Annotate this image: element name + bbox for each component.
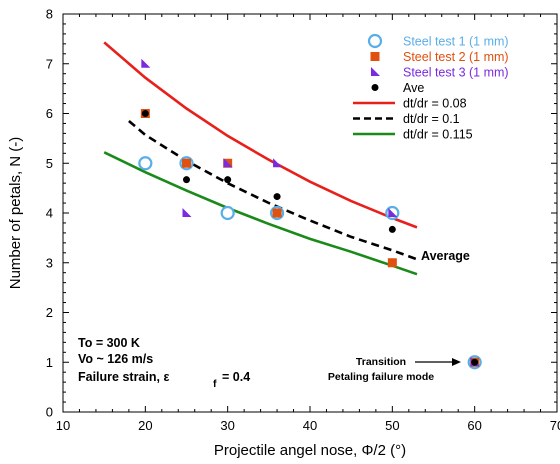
point-series-1-0 bbox=[138, 156, 153, 171]
x-tick-label-50: 50 bbox=[385, 418, 399, 433]
condition-failure-strain-subscript: f bbox=[213, 378, 217, 390]
average-label: Average bbox=[421, 249, 470, 263]
point-series-4-1 bbox=[183, 176, 190, 184]
x-tick-label-30: 30 bbox=[220, 418, 234, 433]
legend-label-7: dt/dr = 0.115 bbox=[403, 128, 473, 142]
y-tick-label-8: 8 bbox=[46, 7, 53, 22]
point-series-4-0 bbox=[141, 110, 149, 117]
data-points bbox=[138, 58, 482, 370]
y-tick-label-6: 6 bbox=[46, 106, 53, 121]
point-series-4-3 bbox=[273, 193, 281, 201]
conditions-annotation: To = 300 K Vo ~ 126 m/s Failure strain, … bbox=[78, 336, 250, 390]
legend-marker-1 bbox=[367, 33, 383, 49]
transition-mode-label: Petaling failure mode bbox=[328, 371, 434, 383]
point-series-2-1 bbox=[182, 158, 191, 168]
point-series-4-2 bbox=[224, 176, 232, 184]
x-tick-label-70: 70 bbox=[550, 418, 560, 433]
condition-temperature: To = 300 K bbox=[78, 336, 140, 350]
y-tick-label-4: 4 bbox=[46, 206, 53, 221]
point-series-3-4 bbox=[388, 208, 398, 217]
y-tick-label-2: 2 bbox=[46, 305, 53, 320]
legend-marker-2 bbox=[370, 52, 380, 61]
legend: Steel test 1 (1 mm)Steel test 2 (1 mm) St… bbox=[353, 33, 509, 142]
condition-failure-strain-value: = 0.4 bbox=[222, 370, 250, 384]
transition-arrow-head bbox=[452, 358, 461, 366]
x-tick-label-60: 60 bbox=[467, 418, 481, 433]
x-axis-title: Projectile angel nose, Φ/2 (°) bbox=[214, 442, 406, 459]
x-tick-label-20: 20 bbox=[138, 418, 152, 433]
series-line-1 bbox=[103, 41, 418, 229]
legend-label-4: Ave bbox=[403, 81, 424, 95]
transition-label: Transition bbox=[356, 356, 406, 368]
point-series-3-0 bbox=[141, 58, 151, 68]
legend-label-3: Steel test 3 (1 mm) bbox=[403, 66, 509, 80]
legend-label-5: dt/dr = 0.08 bbox=[403, 97, 467, 111]
y-tick-label-5: 5 bbox=[46, 156, 53, 171]
y-axis-title: Number of petals, N (-) bbox=[7, 137, 24, 290]
legend-marker-4 bbox=[371, 84, 379, 91]
transition-annotation: Transition Petaling failure mode bbox=[328, 356, 461, 383]
point-series-4-5 bbox=[471, 358, 479, 366]
legend-label-1: Steel test 1 (1 mm) bbox=[403, 35, 509, 49]
point-series-2-4 bbox=[387, 258, 397, 268]
y-tick-label-1: 1 bbox=[46, 355, 53, 370]
point-series-3-3 bbox=[273, 158, 283, 168]
legend-marker-3 bbox=[371, 67, 380, 76]
series-line-3 bbox=[103, 151, 418, 276]
y-tick-label-7: 7 bbox=[46, 56, 53, 71]
condition-failure-strain: Failure strain, ε bbox=[78, 370, 169, 384]
axis-ticks: 10 20 30 40 50 60 70 0 1 2 3 4 5 6 7 8 bbox=[46, 7, 560, 434]
condition-velocity: Vo ~ 126 m/s bbox=[78, 352, 153, 366]
point-series-3-2 bbox=[223, 158, 233, 168]
model-lines bbox=[103, 41, 418, 276]
legend-label-6: dt/dr = 0.1 bbox=[403, 112, 460, 126]
x-tick-label-40: 40 bbox=[303, 418, 317, 433]
x-tick-label-10: 10 bbox=[56, 418, 70, 433]
point-series-2-3 bbox=[272, 208, 282, 218]
series-line-2 bbox=[128, 120, 418, 261]
y-tick-label-0: 0 bbox=[46, 405, 53, 420]
legend-label-2: Steel test 2 (1 mm) bbox=[403, 50, 509, 64]
point-series-4-4 bbox=[388, 225, 396, 233]
point-series-1-2 bbox=[220, 205, 235, 221]
point-series-3-1 bbox=[182, 208, 192, 217]
y-tick-label-3: 3 bbox=[46, 255, 53, 270]
